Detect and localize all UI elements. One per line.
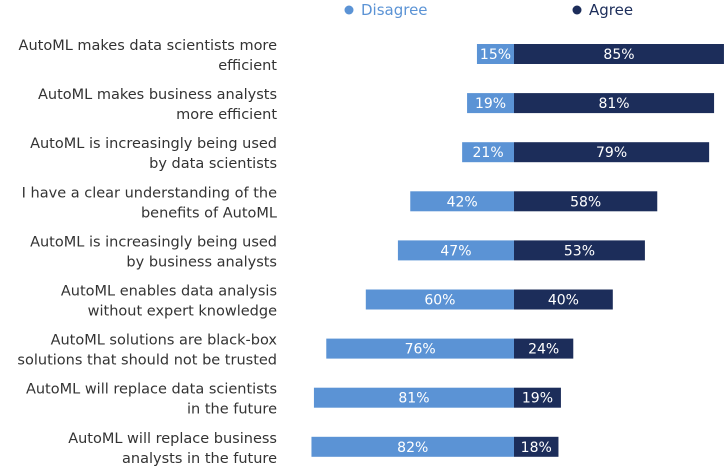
value-label-agree: 40% [548,293,579,309]
bar-agree [514,142,710,163]
chart-row: I have a clear understanding of the benef… [22,185,658,221]
bar-disagree [397,240,514,261]
category-label: AutoML is increasingly being used by busi… [30,234,277,270]
bar-disagree [365,289,514,310]
value-label-disagree: 15% [480,47,511,63]
bar-agree [514,387,561,408]
legend-label-agree: Agree [589,1,633,19]
bar-agree [514,44,724,64]
value-label-disagree: 19% [475,96,506,112]
bar-disagree [476,44,514,64]
value-label-agree: 58% [570,194,601,210]
bar-disagree [311,436,514,457]
value-label-agree: 79% [596,145,627,161]
legend-label-disagree: Disagree [361,1,428,19]
category-label: AutoML makes business analysts more effic… [38,87,277,123]
chart-row: AutoML will replace business analysts in … [68,431,559,467]
category-label: AutoML makes data scientists more efficie… [19,38,278,74]
value-label-disagree: 76% [405,342,436,358]
value-label-disagree: 82% [397,440,428,456]
chart-rows: AutoML makes data scientists more efficie… [17,38,724,467]
bar-disagree [462,142,514,163]
bar-agree [514,436,559,457]
value-label-disagree: 81% [398,391,429,407]
value-label-agree: 24% [528,342,559,358]
chart-row: AutoML will replace data scientists in th… [26,382,561,418]
legend-marker-disagree [344,5,354,15]
bar-disagree [326,338,514,359]
legend: Disagree Agree [344,1,633,19]
value-label-agree: 53% [564,243,595,259]
bar-agree [514,240,645,261]
bar-agree [514,289,613,310]
chart-row: AutoML makes data scientists more efficie… [19,38,724,74]
chart-row: AutoML solutions are black-box solutions … [17,333,574,369]
value-label-disagree: 21% [473,145,504,161]
category-label: AutoML is increasingly being used by data… [30,136,277,172]
value-label-agree: 85% [603,47,634,63]
chart-row: AutoML is increasingly being used by data… [30,136,710,172]
bar-agree [514,338,574,359]
value-label-disagree: 60% [424,293,455,309]
category-label: AutoML will replace data scientists in th… [26,382,277,418]
value-label-agree: 18% [521,440,552,456]
value-label-agree: 81% [598,96,629,112]
chart-row: AutoML makes business analysts more effic… [38,87,715,123]
bar-agree [514,191,658,212]
category-label: AutoML solutions are black-box solutions … [17,333,277,369]
bar-agree [514,93,715,114]
legend-marker-agree [572,5,582,15]
category-label: AutoML enables data analysis without expe… [61,284,277,320]
category-label: AutoML will replace business analysts in … [68,431,277,467]
bar-disagree [410,191,514,212]
chart-row: AutoML enables data analysis without expe… [61,284,613,320]
value-label-disagree: 42% [447,194,478,210]
value-label-agree: 19% [522,391,553,407]
category-label: I have a clear understanding of the benef… [22,185,277,221]
bar-disagree [467,93,514,114]
chart-row: AutoML is increasingly being used by busi… [30,234,645,270]
bar-disagree [313,387,514,408]
value-label-disagree: 47% [440,243,471,259]
